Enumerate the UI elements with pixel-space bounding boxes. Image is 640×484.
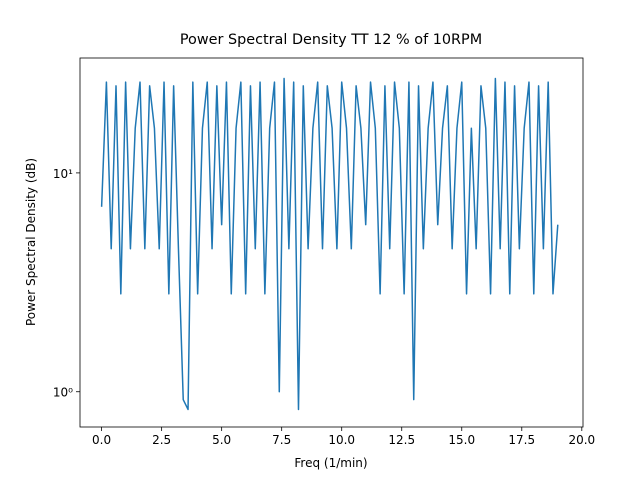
- x-tick-label: 0.0: [92, 433, 111, 447]
- plot-frame: [79, 57, 584, 428]
- x-tick-label: 10.0: [328, 433, 355, 447]
- x-tick-label: 20.0: [568, 433, 595, 447]
- x-tick-label: 5.0: [212, 433, 231, 447]
- x-axis-label: Freq (1/min): [294, 456, 367, 470]
- x-tick-label: 7.5: [272, 433, 291, 447]
- chart-title: Power Spectral Density TT 12 % of 10RPM: [180, 32, 482, 48]
- x-tick-label: 15.0: [448, 433, 475, 447]
- y-tick-label: 10¹: [53, 167, 73, 181]
- psd-line: [100, 77, 559, 411]
- x-tick-label: 12.5: [388, 433, 415, 447]
- y-axis-label: Power Spectral Density (dB): [24, 158, 38, 326]
- x-tick-label: 2.5: [152, 433, 171, 447]
- y-tick-label: 10⁰: [53, 386, 73, 400]
- x-tick-label: 17.5: [508, 433, 535, 447]
